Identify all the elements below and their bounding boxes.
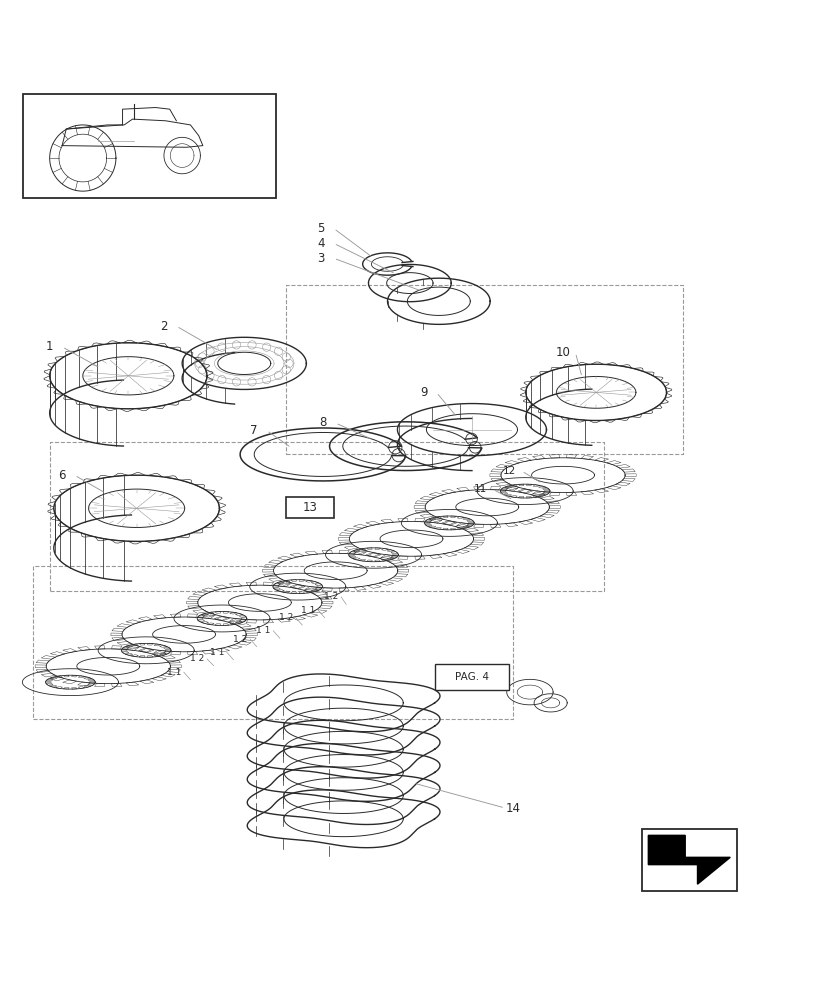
Text: PAG. 4: PAG. 4: [454, 672, 489, 682]
Bar: [285, 497, 333, 518]
Text: 6: 6: [58, 469, 66, 482]
Bar: [434, 664, 509, 690]
Bar: [23, 94, 275, 198]
Text: 1 2: 1 2: [278, 613, 293, 622]
Text: 8: 8: [319, 416, 326, 429]
Text: 14: 14: [505, 802, 520, 815]
Text: 2: 2: [160, 320, 168, 333]
Text: 12: 12: [502, 466, 515, 476]
Text: 13: 13: [302, 501, 317, 514]
Text: 1 1: 1 1: [256, 626, 270, 635]
Text: 1: 1: [45, 340, 54, 353]
Text: 11: 11: [473, 484, 486, 494]
Text: 9: 9: [419, 386, 428, 399]
Text: 5: 5: [318, 222, 324, 235]
Text: 1 2: 1 2: [232, 635, 247, 644]
Text: 1 2: 1 2: [323, 592, 338, 601]
Polygon shape: [648, 835, 729, 884]
Text: 7: 7: [250, 424, 258, 437]
Text: 1 1: 1 1: [300, 606, 315, 615]
Text: 4: 4: [317, 237, 325, 250]
Text: 10: 10: [555, 346, 570, 359]
Text: 1 1: 1 1: [209, 648, 224, 657]
Text: 1 1: 1 1: [166, 668, 181, 677]
Text: 3: 3: [318, 252, 324, 265]
Bar: [641, 829, 736, 891]
Text: 1 2: 1 2: [189, 654, 204, 663]
